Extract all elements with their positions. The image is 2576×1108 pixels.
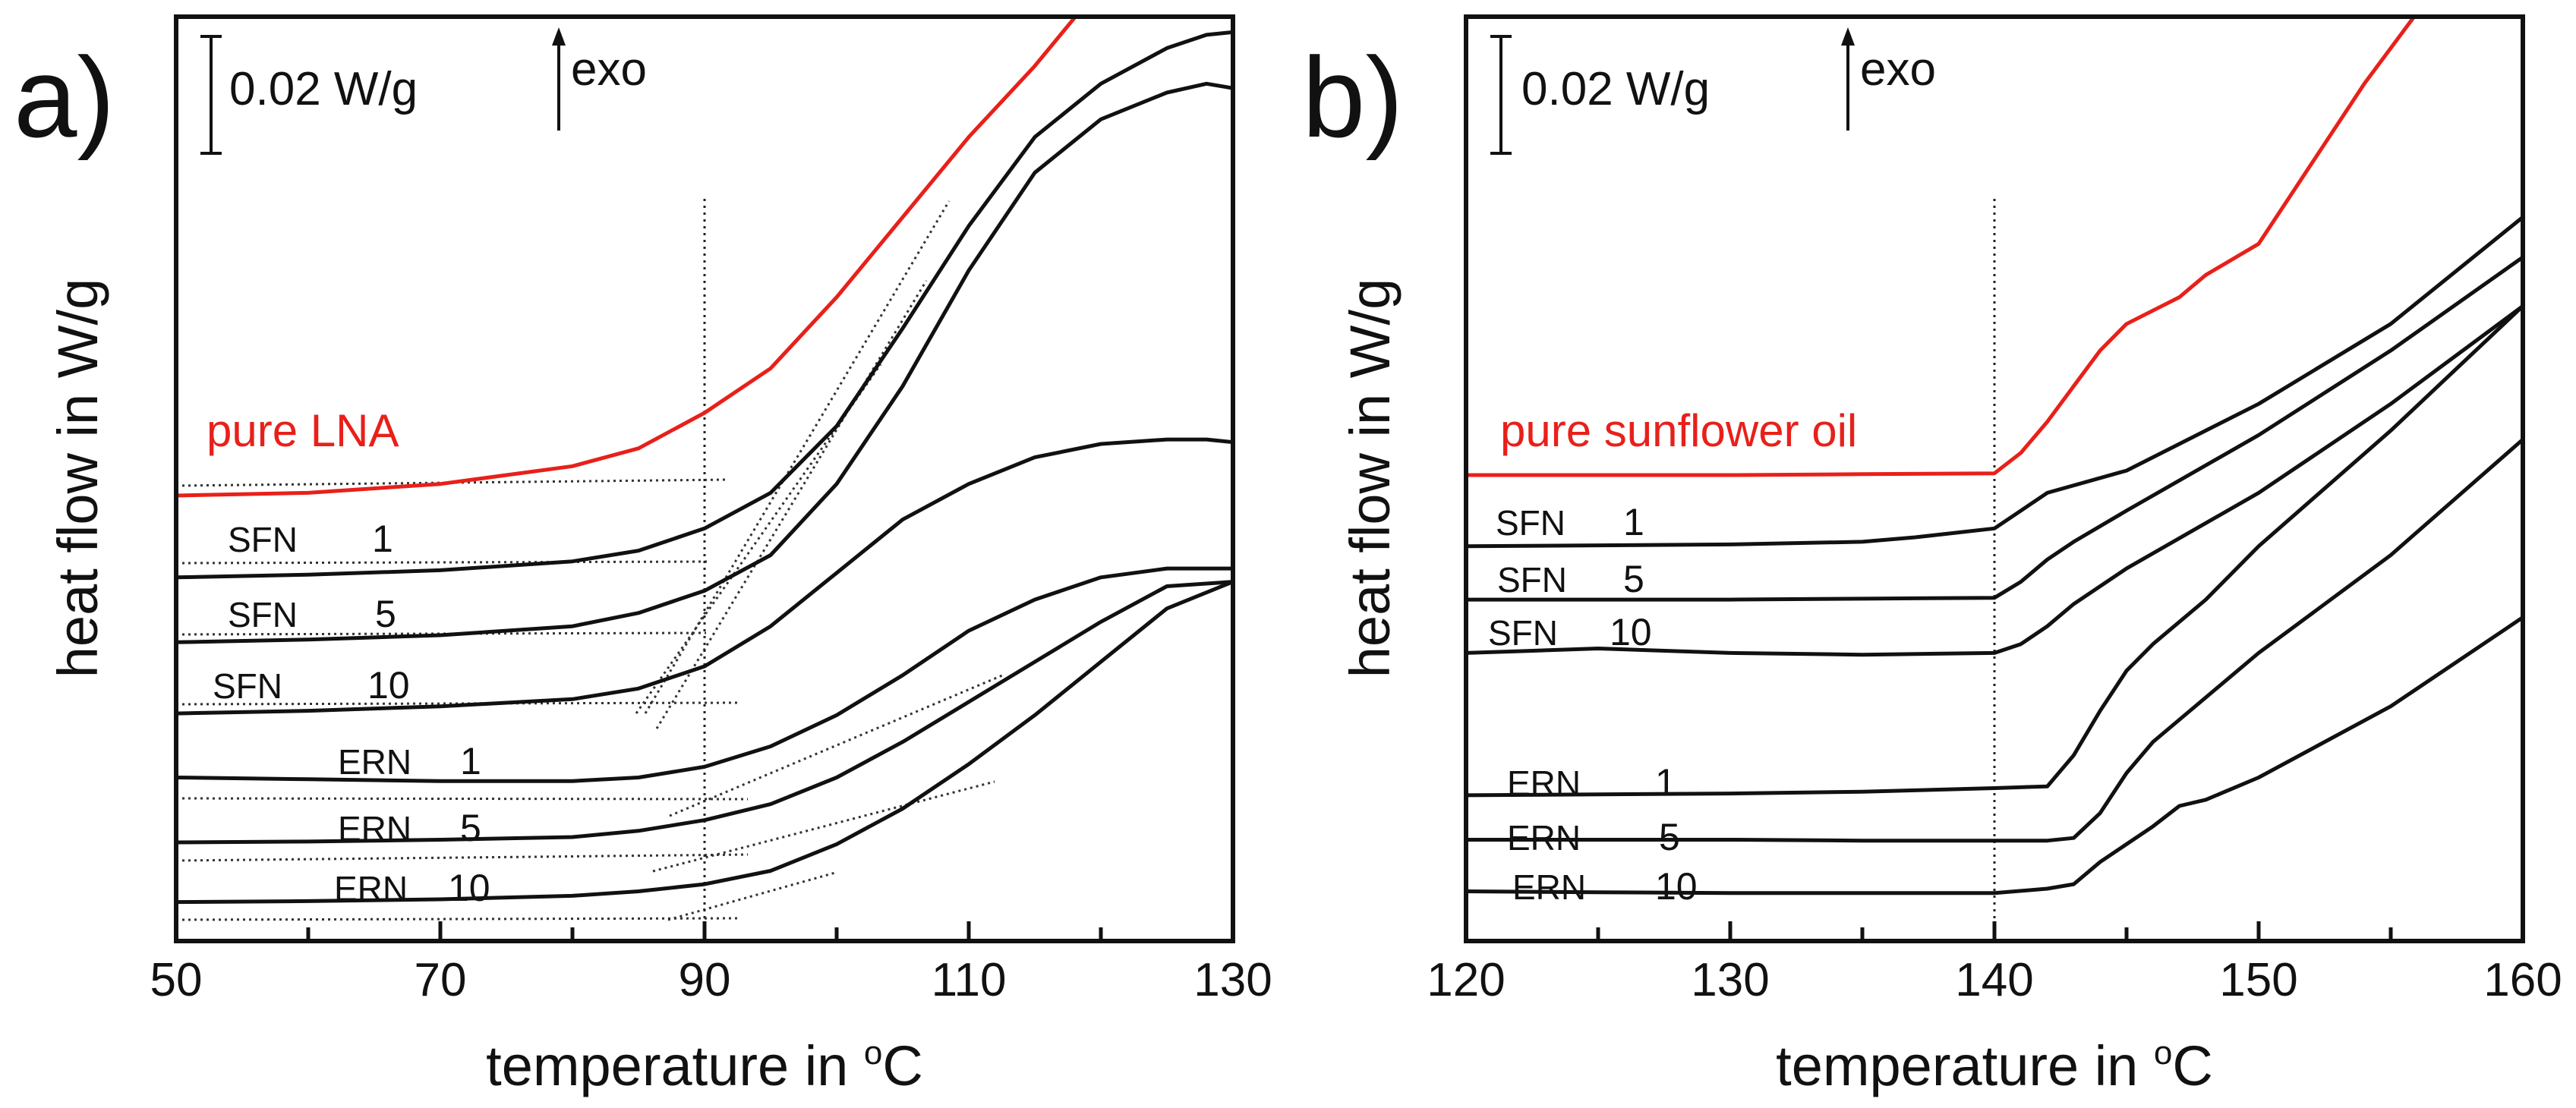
series-line-ern-10 [1466,615,2523,896]
tangent-line [176,478,730,487]
series-label-reference: pure sunflower oil [1500,405,1857,456]
series-label-name: ERN [1507,818,1581,858]
tangent-line [176,853,749,862]
series-line-pure-sunflower-oil [1466,17,2417,477]
x-tick-label: 150 [2219,954,2297,1006]
series-label-name: ERN [1507,763,1581,803]
series-line-sfn-5 [1466,255,2523,602]
tangent-line [652,780,995,873]
tangent-line [176,917,741,921]
x-tick-label: 70 [415,954,467,1006]
series-line-sfn-10 [1466,304,2523,657]
series-line-ern-1 [176,566,1233,783]
y-axis-title: heat flow in W/g [1338,279,1402,678]
x-axis-title-unit: C [882,1034,922,1097]
series-label-number: 10 [1610,611,1652,653]
series-label-name: SFN [228,595,298,634]
x-axis-title: temperature in oC [1776,1034,2213,1097]
x-tick-label: 90 [679,954,731,1006]
series-label-number: 1 [372,518,393,560]
series-line-ern-1 [1466,304,2523,798]
x-tick-label: 50 [150,954,203,1006]
tangent-line [655,280,928,729]
series-line-pure-lna [176,17,1078,498]
panel-letter: b) [1302,33,1403,161]
series-label-name: ERN [334,869,408,908]
scale-bar-label: 0.02 W/g [1521,63,1710,115]
tangent-line [176,797,749,801]
series-label-number: 5 [375,593,396,635]
panel-letter: a) [14,33,115,161]
x-axis-title-text: temperature in [1776,1034,2154,1097]
series-label-number: 5 [1659,816,1680,858]
panel-b: pure sunflower oil SFN 1 SFN 5 SFN 10 ERN 1 ERN 5 E… [1302,14,2562,1097]
series-label-name: SFN [228,520,298,559]
series-line-ern-10 [176,580,1233,905]
series-label-number: 5 [1623,558,1644,600]
x-tick-label: 160 [2483,954,2562,1006]
arrow-up-icon [552,27,566,46]
x-tick-label: 120 [1427,954,1505,1006]
series-label-number: 1 [460,740,481,782]
series-label-number: 10 [1655,865,1698,908]
series-line-ern-5 [1466,438,2523,843]
x-tick-label: 130 [1193,954,1272,1006]
series-label-number: 5 [460,807,481,849]
series-label-name: SFN [1496,503,1565,543]
x-axis-title-superscript: o [2154,1034,2172,1072]
series-label-name: ERN [338,742,411,782]
tangent-line [176,560,711,565]
series-line-sfn-1 [176,30,1233,580]
scale-bar-label: 0.02 W/g [229,63,418,115]
series-label-name: SFN [1497,560,1567,600]
series-label-number: 10 [448,867,490,909]
series-line-sfn-5 [176,81,1233,644]
series-line-ern-5 [176,580,1233,845]
x-axis-title: temperature in oC [486,1034,923,1097]
y-axis-title: heat flow in W/g [46,279,109,678]
series-label-name: ERN [1512,867,1586,907]
series-label-name: SFN [213,666,282,706]
x-tick-label: 140 [1955,954,2033,1006]
series-line-sfn-10 [176,437,1233,716]
x-axis-title-superscript: o [864,1034,882,1072]
series-label-name: SFN [1488,613,1558,653]
tangent-line [669,674,1003,817]
series-label-number: 10 [367,664,410,707]
x-tick-label: 110 [932,954,1007,1006]
series-label-number: 1 [1655,761,1676,804]
tangent-line [644,200,951,714]
x-tick-label: 130 [1691,954,1769,1006]
series-line-sfn-1 [1466,216,2523,549]
tangent-line [667,871,836,921]
x-axis-title-text: temperature in [486,1034,864,1097]
exo-label: exo [571,43,647,96]
tangent-line [635,364,882,714]
exo-label: exo [1860,43,1936,96]
series-label-name: ERN [338,809,411,848]
x-axis-title-unit: C [2172,1034,2212,1097]
panel-a: pure LNA SFN 1 SFN 5 SFN 10 ERN 1 ERN 5 ERN 10 50 70 90… [14,14,1272,1097]
arrow-up-icon [1841,27,1855,46]
series-label-number: 1 [1623,501,1644,543]
series-label-reference: pure LNA [207,405,399,456]
